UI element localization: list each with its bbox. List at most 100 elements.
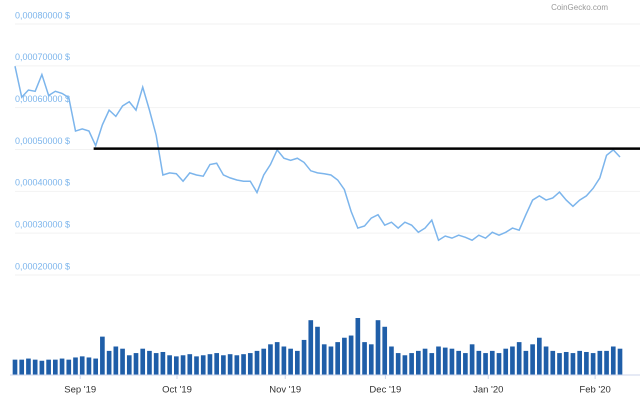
x-tick-label: Nov '19 <box>269 385 301 396</box>
volume-bar <box>147 350 152 375</box>
volume-bar <box>301 339 307 375</box>
x-tick-label: Sep '19 <box>64 385 96 396</box>
volume-bar <box>348 335 354 375</box>
volume-bar <box>537 337 542 375</box>
volume-bar <box>19 359 25 375</box>
volume-bar <box>550 350 556 375</box>
x-tick-label: Jan '20 <box>473 385 503 396</box>
volume-bar <box>254 350 260 375</box>
volume-bar <box>295 350 300 375</box>
volume-bar <box>86 357 92 375</box>
volume-bar <box>26 358 31 375</box>
volume-bar <box>395 353 401 375</box>
volume-bar <box>503 348 509 375</box>
volume-bar <box>140 348 146 375</box>
volume-bar <box>382 326 388 375</box>
volume-bar <box>389 346 394 375</box>
volume-bar <box>577 350 582 375</box>
volume-bar <box>489 350 495 375</box>
volume-bar <box>469 344 475 375</box>
y-tick-label: 0,00080000 $ <box>15 10 70 20</box>
volume-bar <box>227 354 233 375</box>
volume-bar <box>308 320 314 375</box>
volume-bar <box>328 346 334 375</box>
volume-bar <box>449 348 455 375</box>
volume-bar <box>120 348 125 375</box>
volume-bar <box>187 354 193 375</box>
volume-bar <box>160 351 166 375</box>
y-tick-label: 0,00040000 $ <box>15 178 70 188</box>
volume-bar <box>288 348 293 375</box>
volume-bar <box>39 360 45 375</box>
volume-bar <box>584 351 589 375</box>
y-tick-label: 0,00070000 $ <box>15 52 70 62</box>
volume-bar <box>73 357 78 375</box>
volume-bar <box>79 356 85 375</box>
price-line <box>14 66 621 242</box>
volume-bar <box>422 348 428 375</box>
volume-bar <box>180 355 186 375</box>
volume-bar <box>530 344 535 375</box>
volume-bar <box>59 358 65 375</box>
volume-bar <box>375 320 381 375</box>
volume-bar <box>268 344 273 375</box>
volume-bar <box>342 337 347 375</box>
volume-bar <box>113 346 119 375</box>
volume-bar <box>66 359 72 375</box>
volume-bar <box>93 358 98 375</box>
volume-bar <box>46 359 51 375</box>
y-tick-label: 0,00030000 $ <box>15 220 70 230</box>
y-tick-label: 0,00060000 $ <box>15 94 70 104</box>
volume-bar <box>12 359 18 375</box>
volume-bar <box>456 350 461 375</box>
volume-bar <box>429 353 435 375</box>
volume-bar <box>610 346 616 375</box>
volume-bar <box>496 353 502 375</box>
volume-bar <box>106 350 112 375</box>
volume-bar <box>563 351 569 375</box>
volume-bar <box>274 342 280 375</box>
volume-bar <box>200 355 206 375</box>
volume-bar <box>557 353 562 375</box>
volume-bar <box>436 346 441 375</box>
volume-bar <box>100 336 105 375</box>
volume-bar <box>133 353 139 375</box>
volume-bar <box>261 348 267 375</box>
volume-bar <box>516 342 522 375</box>
volume-bar <box>241 354 246 375</box>
volume-bar <box>247 353 253 375</box>
volume-bar <box>315 326 320 375</box>
volume-bar <box>335 342 340 375</box>
volume-bar <box>153 353 159 375</box>
volume-bar <box>523 350 529 375</box>
volume-bar <box>194 356 199 375</box>
volume-bar <box>617 348 623 375</box>
volume-bar <box>362 342 367 375</box>
x-tick-label: Oct '19 <box>162 385 192 396</box>
volume-bar <box>597 350 603 375</box>
volume-bar <box>207 354 213 375</box>
x-tick-label: Dec '19 <box>369 385 401 396</box>
volume-bar <box>234 355 240 375</box>
volume-bar <box>483 353 488 375</box>
volume-bar <box>604 350 609 375</box>
volume-bar <box>355 318 361 375</box>
volume-bar <box>32 359 38 375</box>
volume-bar <box>221 355 226 375</box>
volume-bar <box>281 346 287 375</box>
volume-bar <box>126 355 132 375</box>
volume-bar <box>174 356 179 375</box>
volume-bar <box>321 344 327 375</box>
volume-bar <box>167 355 172 375</box>
volume-bar <box>570 353 576 375</box>
watermark: CoinGecko.com <box>551 3 608 12</box>
volume-bar <box>543 346 549 375</box>
volume-bar <box>476 350 482 375</box>
volume-bar <box>463 353 468 375</box>
volume-bar <box>442 347 448 375</box>
volume-bar <box>214 353 219 375</box>
volume-bar <box>409 353 414 375</box>
volume-bar <box>53 359 58 375</box>
y-tick-label: 0,00050000 $ <box>15 136 70 146</box>
